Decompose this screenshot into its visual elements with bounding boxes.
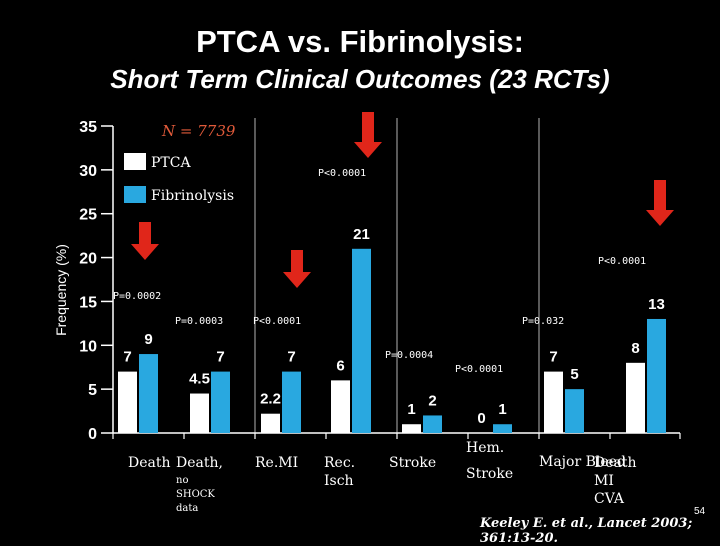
data-label-fibrinolysis: 7: [287, 349, 295, 366]
y-tick-label: 30: [79, 163, 97, 180]
category-label: CVA: [594, 491, 625, 507]
chart-title: PTCA vs. Fibrinolysis:: [196, 24, 524, 59]
p-value-label: P=0.0002: [113, 291, 161, 302]
bar-ptca: [190, 393, 209, 433]
y-tick-label: 0: [88, 426, 97, 443]
data-label-ptca: 0: [477, 410, 485, 427]
category-label: Re.MI: [255, 455, 298, 471]
p-value-label: P<0.0001: [455, 364, 503, 375]
bar-fibrinolysis: [139, 354, 158, 433]
data-label-ptca: 6: [336, 357, 344, 374]
category-label: Isch: [324, 473, 354, 489]
data-label-fibrinolysis: 13: [648, 296, 665, 313]
category-label: SHOCK: [176, 489, 215, 500]
p-value-label: P=0.0004: [385, 350, 433, 361]
bar-fibrinolysis: [211, 371, 230, 433]
data-label-fibrinolysis: 5: [570, 366, 578, 383]
p-value-label: P<0.0001: [318, 168, 366, 179]
y-tick-label: 5: [88, 382, 97, 399]
p-value-label: P=0.0003: [175, 316, 223, 327]
y-tick-label: 20: [79, 251, 97, 268]
highlight-arrow-icon: [646, 180, 674, 226]
category-label: Death,: [176, 455, 223, 471]
data-label-fibrinolysis: 21: [353, 226, 370, 243]
bar-ptca: [331, 380, 350, 433]
legend-label-fibrinolysis: Fibrinolysis: [151, 188, 234, 204]
bar-ptca: [261, 413, 280, 433]
data-label-ptca: 7: [549, 349, 557, 366]
highlight-arrow-icon: [283, 250, 311, 288]
data-label-fibrinolysis: 9: [144, 331, 152, 348]
chart-subtitle: Short Term Clinical Outcomes (23 RCTs): [110, 64, 610, 94]
p-value-label: P<0.0001: [598, 256, 646, 267]
bar-ptca: [402, 424, 421, 433]
data-label-ptca: 1: [407, 401, 415, 418]
p-value-label: P<0.0001: [253, 316, 301, 327]
y-tick-label: 10: [79, 338, 97, 355]
bar-fibrinolysis: [647, 318, 666, 433]
category-label: Stroke: [389, 455, 436, 471]
y-tick-label: 35: [79, 119, 97, 136]
bar-ptca: [626, 362, 645, 433]
data-label-ptca: 8: [631, 340, 639, 357]
legend-swatch-ptca: [124, 153, 146, 170]
bar-ptca: [118, 371, 137, 433]
bar-ptca: [544, 371, 563, 433]
category-label: data: [176, 503, 198, 514]
category-label: Major Bleed: [539, 454, 626, 470]
y-axis-label: Frequency (%): [53, 244, 69, 336]
page-number: 54: [694, 506, 706, 517]
bar-fibrinolysis: [352, 248, 371, 433]
data-label-fibrinolysis: 1: [498, 401, 506, 418]
sample-size-label: N = 7739: [162, 122, 236, 140]
category-label: Stroke: [466, 466, 513, 482]
category-label: no: [176, 475, 188, 486]
data-label-fibrinolysis: 2: [428, 392, 436, 409]
data-label-fibrinolysis: 7: [216, 349, 224, 366]
data-label-ptca: 4.5: [189, 371, 210, 388]
category-label: Death: [594, 455, 637, 471]
legend-swatch-fibrinolysis: [124, 186, 146, 203]
category-label: Rec.: [324, 455, 355, 471]
data-label-ptca: 7: [123, 349, 131, 366]
highlight-arrow-icon: [131, 222, 159, 260]
bar-fibrinolysis: [423, 415, 442, 433]
data-label-ptca: 2.2: [260, 391, 281, 408]
y-tick-label: 15: [79, 294, 97, 311]
y-tick-label: 25: [79, 207, 97, 224]
citation: Keeley E. et al., Lancet 2003; 361:13-20…: [480, 516, 693, 546]
p-value-label: P=0.032: [522, 316, 564, 327]
bar-fibrinolysis: [565, 389, 584, 433]
legend-label-ptca: PTCA: [151, 155, 191, 171]
bar-fibrinolysis: [493, 424, 512, 433]
bar-fibrinolysis: [282, 371, 301, 433]
category-label: MI: [594, 473, 614, 489]
category-label: Death: [128, 455, 171, 471]
highlight-arrow-icon: [354, 112, 382, 158]
category-label: Hem.: [466, 440, 504, 456]
